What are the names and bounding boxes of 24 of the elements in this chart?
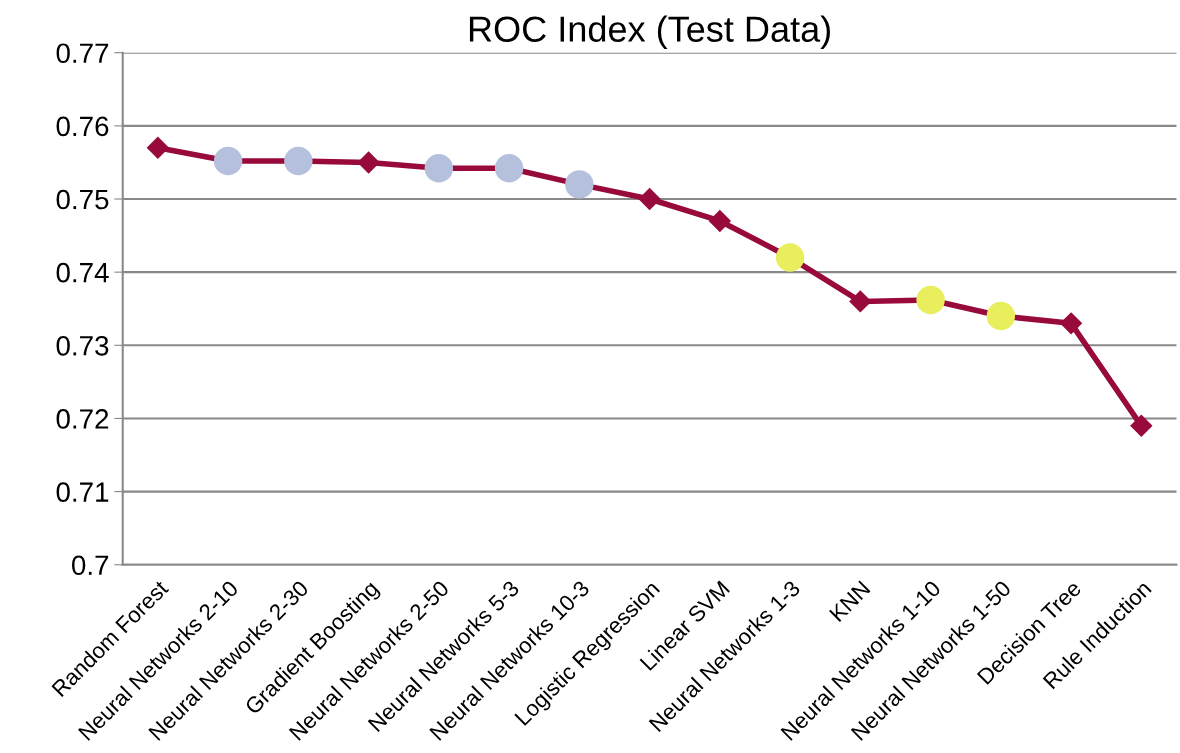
point — [494, 154, 524, 183]
y-tick-label: 0.72 — [56, 409, 109, 429]
point — [849, 290, 872, 313]
point — [1059, 312, 1083, 335]
point — [775, 243, 805, 272]
y-tick-label: 0.77 — [56, 43, 109, 64]
y-tick-label: 0.75 — [56, 189, 109, 210]
point — [357, 151, 380, 174]
y-tick-label: 0.74 — [56, 262, 109, 283]
chart-title: ROC Index (Test Data) — [469, 15, 830, 50]
y-tick-label: 0.71 — [56, 482, 109, 502]
point — [638, 187, 661, 211]
point — [986, 301, 1016, 331]
y-tick-label: 0.76 — [56, 116, 109, 137]
point — [213, 146, 243, 176]
point — [916, 285, 945, 315]
y-tick-label: 0.73 — [56, 335, 109, 356]
y-tick-label: 0.7 — [72, 555, 109, 576]
point — [424, 154, 454, 183]
point — [284, 146, 313, 176]
point — [146, 136, 170, 159]
point — [565, 170, 594, 199]
point — [708, 209, 732, 233]
point — [1130, 414, 1153, 437]
